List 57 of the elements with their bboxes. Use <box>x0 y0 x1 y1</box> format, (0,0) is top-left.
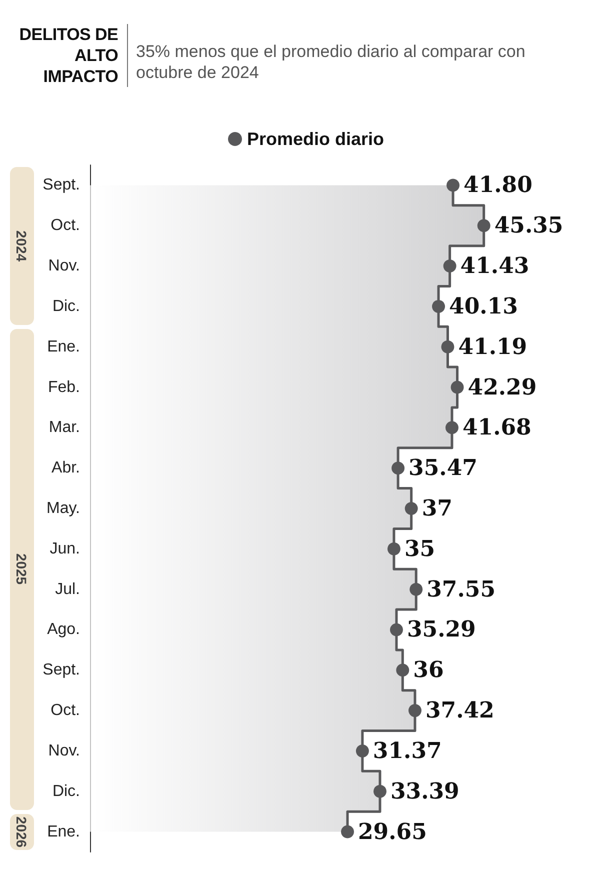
data-label: 35.47 <box>408 455 478 482</box>
point <box>341 825 354 838</box>
y-tick-label: Ene. <box>47 823 80 840</box>
data-label: 35 <box>404 536 436 562</box>
data-label: 41.68 <box>462 414 532 441</box>
y-tick-label: Sept. <box>42 176 80 194</box>
year-tab: 2025 <box>10 328 34 810</box>
point <box>432 300 446 313</box>
data-label: 35.29 <box>406 616 476 643</box>
y-tick-label: Mar. <box>48 419 80 436</box>
y-tick-label: Nov. <box>48 258 80 275</box>
point <box>443 260 456 273</box>
point <box>387 542 400 556</box>
chart-subtitle: 35% menos que el promedio diario al comparar con octubre de 2024 <box>135 41 526 84</box>
y-tick-label: Oct. <box>50 217 80 234</box>
point <box>410 582 423 596</box>
data-label: 41.19 <box>458 334 528 360</box>
data-label: 41.43 <box>460 253 530 280</box>
y-tick-label: Oct. <box>50 702 80 720</box>
y-tick-label: Feb. <box>48 378 80 396</box>
data-label: 40.13 <box>449 293 518 320</box>
data-label: 33.39 <box>390 778 460 804</box>
y-tick-label: May. <box>46 500 80 517</box>
point <box>441 340 454 354</box>
y-tick-label: Jul. <box>55 580 80 598</box>
y-tick-label: Ene. <box>47 338 80 356</box>
data-label: 37 <box>422 496 452 522</box>
point <box>390 623 403 636</box>
year-tab: 2024 <box>10 167 34 325</box>
data-label: 37.55 <box>426 576 496 602</box>
point <box>445 421 458 434</box>
y-tick-label: Ago. <box>47 621 80 638</box>
legend-label: Promedio diario <box>246 129 384 149</box>
data-label: 29.65 <box>358 818 427 845</box>
point <box>404 502 418 515</box>
data-label: 37.42 <box>425 698 494 724</box>
y-tick-label: Dic. <box>52 298 80 315</box>
point <box>392 462 405 475</box>
y-tick-label: Sept. <box>42 662 80 679</box>
data-label: 45.35 <box>494 212 564 239</box>
data-label: 31.37 <box>372 738 442 764</box>
point <box>408 704 422 718</box>
y-tick-label: Abr. <box>52 460 80 477</box>
y-tick-label: Jun. <box>50 540 80 558</box>
point <box>446 178 460 192</box>
point <box>396 664 410 677</box>
point <box>373 784 386 798</box>
point <box>450 380 464 394</box>
data-label: 41.80 <box>464 172 532 198</box>
point <box>356 744 369 758</box>
text: DELITOS DE ALTO IMPACTO <box>0 24 128 87</box>
point <box>477 219 490 232</box>
data-label: 42.29 <box>468 374 537 400</box>
year-tab: 2026 <box>10 814 34 850</box>
y-tick-label: Dic. <box>52 782 80 800</box>
data-label: 36 <box>413 657 444 684</box>
y-tick-label: Nov. <box>48 742 80 760</box>
